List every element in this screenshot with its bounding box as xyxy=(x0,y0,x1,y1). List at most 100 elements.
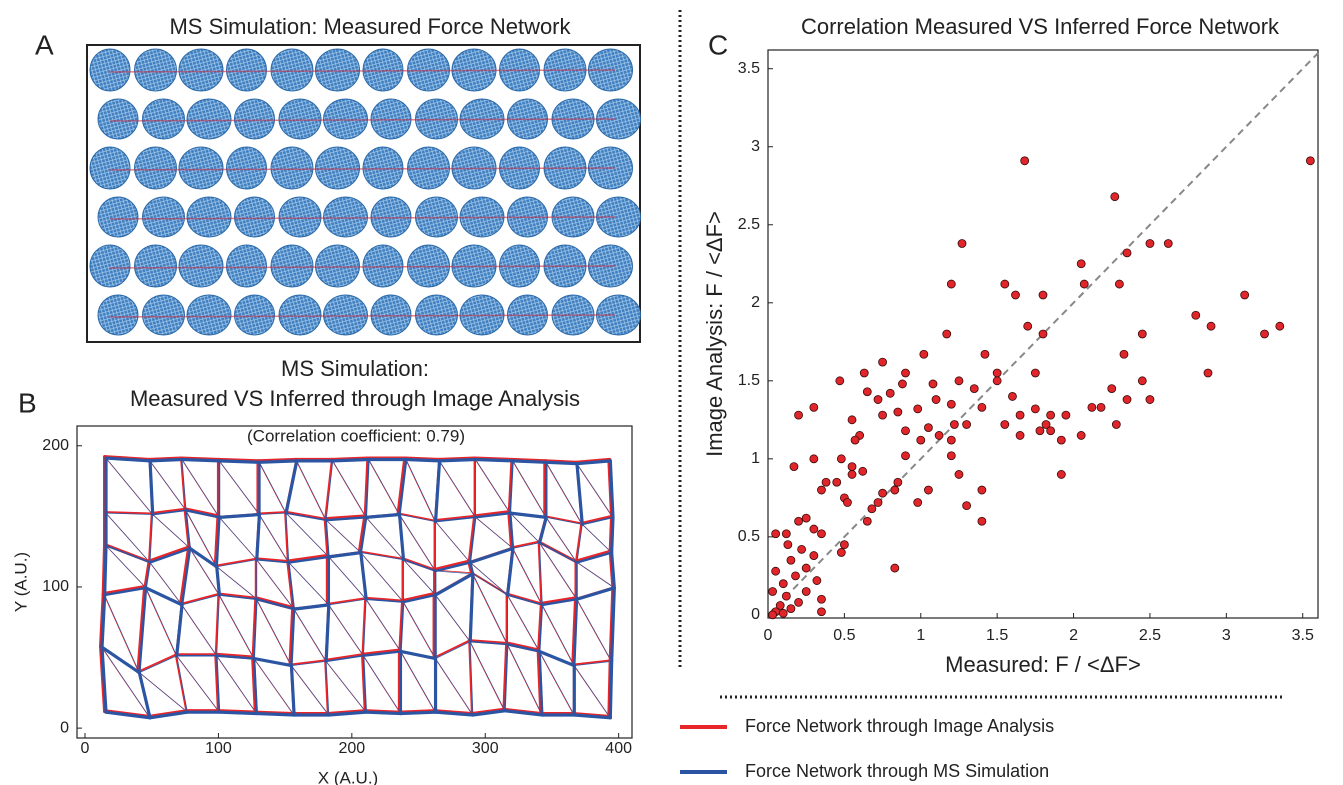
mesh-cell xyxy=(143,99,185,139)
scatter-point xyxy=(1108,385,1116,393)
network-edge xyxy=(150,461,153,515)
scatter-point xyxy=(1036,427,1044,435)
mesh-cell xyxy=(135,49,177,91)
scatter-point xyxy=(963,421,971,429)
mesh-cell xyxy=(363,245,403,287)
network-edge xyxy=(326,605,329,661)
network-edge xyxy=(576,552,611,562)
mesh-cell xyxy=(143,295,185,335)
y-tick-label: 0 xyxy=(60,719,69,736)
scatter-point xyxy=(1120,350,1128,358)
network-edge xyxy=(508,548,513,595)
scatter-point xyxy=(879,411,887,419)
network-edge xyxy=(470,548,513,562)
network-edge xyxy=(286,461,297,513)
scatter-point xyxy=(792,572,800,580)
mesh-cell xyxy=(316,147,360,189)
scatter-point xyxy=(1062,411,1070,419)
y-tick-label: 1.5 xyxy=(738,372,760,389)
scatter-point xyxy=(924,486,932,494)
scatter-point xyxy=(1241,291,1249,299)
scatter-point xyxy=(978,486,986,494)
mesh-cell xyxy=(187,295,231,335)
mesh-cell xyxy=(316,245,360,287)
scatter-point xyxy=(955,377,963,385)
scatter-point xyxy=(790,463,798,471)
network-edge xyxy=(291,666,328,715)
x-tick-label: 0 xyxy=(81,740,90,757)
network-edge xyxy=(297,461,326,520)
network-edge xyxy=(436,574,473,595)
network-edge xyxy=(150,461,186,510)
network-edge xyxy=(440,459,476,460)
network-edge xyxy=(258,514,287,562)
x-tick-label: 1.5 xyxy=(986,627,1008,644)
scatter-point xyxy=(779,580,787,588)
network-edge xyxy=(182,605,217,656)
network-edge xyxy=(406,459,435,521)
scatter-point xyxy=(779,609,787,617)
network-edge xyxy=(513,461,546,517)
scatter-point xyxy=(810,525,818,533)
mesh-cell xyxy=(363,49,403,91)
network-edge xyxy=(505,711,542,715)
network-edge xyxy=(470,642,505,711)
network-edge xyxy=(405,458,434,520)
scatter-point xyxy=(1039,291,1047,299)
network-edge xyxy=(399,514,435,521)
panel-label: A xyxy=(35,29,54,60)
mesh-cell xyxy=(90,147,130,189)
scatter-point xyxy=(810,455,818,463)
scatter-point xyxy=(943,330,951,338)
network-edge xyxy=(435,641,470,658)
network-edge xyxy=(177,605,182,656)
network-edge xyxy=(612,517,613,552)
mesh-cell xyxy=(90,245,130,287)
mesh-cell xyxy=(179,245,223,287)
network-edge xyxy=(539,650,574,714)
mesh-cell xyxy=(90,49,130,91)
network-edge xyxy=(326,461,333,520)
mesh-cell xyxy=(179,147,223,189)
network-edge xyxy=(366,515,399,518)
scatter-point xyxy=(817,608,825,616)
y-tick-label: 200 xyxy=(42,437,69,454)
figure: A MS Simulation: Measured Force Network … xyxy=(0,0,1343,785)
network-edge xyxy=(436,595,471,642)
network-edge xyxy=(219,461,259,462)
scatter-point xyxy=(810,552,818,560)
network-edge xyxy=(577,599,612,661)
network-edge xyxy=(576,598,611,660)
network-edge xyxy=(146,588,182,605)
scatter-point xyxy=(848,470,856,478)
scatter-point xyxy=(851,436,859,444)
scatter-point xyxy=(1039,330,1047,338)
scatter-point xyxy=(958,239,966,247)
network-edge xyxy=(146,588,177,656)
network-edge xyxy=(181,458,185,509)
scatter-point xyxy=(1146,239,1154,247)
scatter-point xyxy=(902,369,910,377)
scatter-point xyxy=(836,377,844,385)
scatter-point xyxy=(879,489,887,497)
scatter-point xyxy=(817,595,825,603)
network-edge xyxy=(219,595,254,659)
scatter-point xyxy=(894,478,902,486)
network-edge xyxy=(512,542,539,548)
scatter-point xyxy=(1057,436,1065,444)
network-edge xyxy=(546,517,582,524)
mesh-cell xyxy=(316,49,360,91)
scatter-point xyxy=(782,530,790,538)
mesh-cell xyxy=(187,99,231,139)
scatter-point xyxy=(840,541,848,549)
network-edge xyxy=(476,459,511,513)
scatter-point xyxy=(1204,369,1212,377)
scatter-point xyxy=(1077,431,1085,439)
network-edge xyxy=(366,712,401,713)
network-edge xyxy=(288,562,293,609)
scatter-point xyxy=(1057,470,1065,478)
x-tick-label: 2.5 xyxy=(1139,627,1161,644)
network-edge xyxy=(476,517,513,548)
scatter-point xyxy=(772,530,780,538)
network-edge xyxy=(476,459,513,460)
